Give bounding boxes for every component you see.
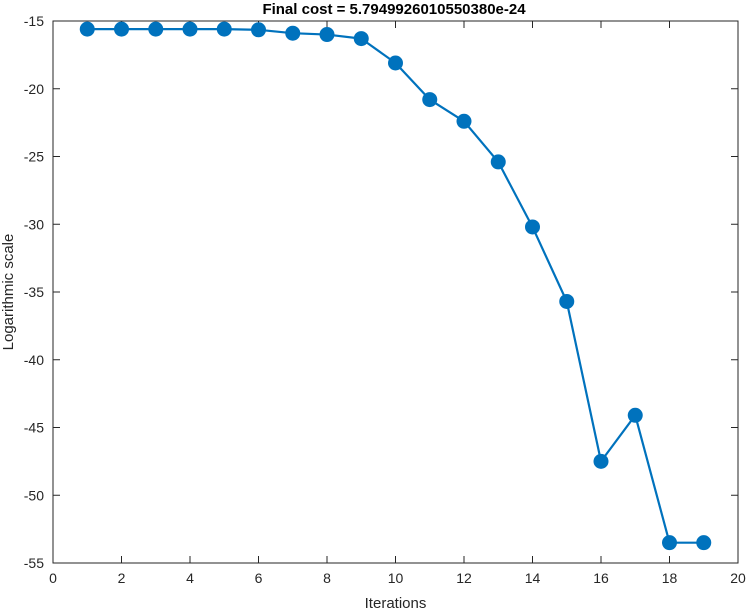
data-point <box>456 113 472 129</box>
y-tick-label: -30 <box>24 216 44 232</box>
y-tick-label: -55 <box>24 555 44 571</box>
data-point <box>353 31 369 47</box>
y-tick-label: -25 <box>24 149 44 165</box>
x-tick-label: 12 <box>456 570 472 586</box>
data-point <box>662 535 677 551</box>
y-tick-label: -20 <box>24 81 44 97</box>
x-axis-label: Iterations <box>365 595 427 610</box>
y-tick-label: -45 <box>24 420 44 436</box>
y-tick-label: -35 <box>24 284 44 300</box>
x-tick-label: 4 <box>186 570 194 586</box>
plot-area <box>52 20 739 564</box>
data-point <box>182 21 198 37</box>
x-tick-label: 16 <box>593 570 609 586</box>
y-tick-label: -40 <box>24 352 44 368</box>
data-point <box>696 535 712 551</box>
x-tick-label: 6 <box>255 570 263 586</box>
data-point <box>285 25 301 41</box>
y-axis-label: Logarithmic scale <box>0 234 17 351</box>
data-point <box>114 21 129 37</box>
y-tick-label: -50 <box>24 487 44 503</box>
chart-title: Final cost = 5.7949926010550380e-24 <box>262 1 526 18</box>
y-axis-ticks: -15 -20 -25 -30 -35 -40 -45 -50 -55 <box>24 13 738 571</box>
data-point <box>490 154 506 170</box>
data-point <box>559 293 575 309</box>
data-point <box>251 22 266 38</box>
x-tick-label: 10 <box>388 570 404 586</box>
data-point <box>593 453 609 469</box>
y-tick-label: -15 <box>24 13 44 29</box>
data-point <box>319 27 335 43</box>
series-layer <box>79 21 712 551</box>
data-point <box>422 92 438 108</box>
x-tick-label: 8 <box>323 570 331 586</box>
data-point <box>525 219 540 235</box>
data-point <box>388 55 403 71</box>
x-axis-ticks: 0 2 4 6 8 10 12 14 16 18 20 <box>49 21 746 586</box>
x-tick-label: 14 <box>525 570 541 586</box>
data-point <box>627 407 643 423</box>
data-point <box>79 21 95 37</box>
data-point <box>216 21 232 37</box>
x-tick-label: 20 <box>730 570 746 586</box>
x-tick-label: 18 <box>662 570 678 586</box>
x-tick-label: 2 <box>118 570 126 586</box>
x-tick-label: 0 <box>49 570 57 586</box>
data-point <box>148 21 164 37</box>
